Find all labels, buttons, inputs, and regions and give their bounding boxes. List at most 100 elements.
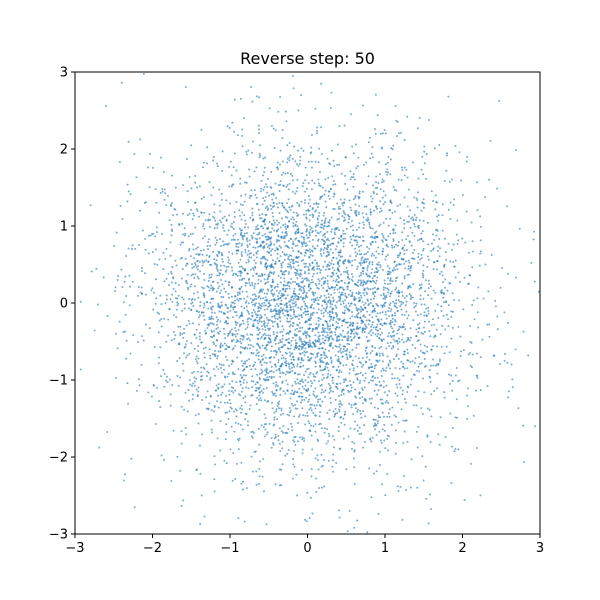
scatter-point bbox=[302, 311, 305, 314]
scatter-point bbox=[427, 258, 430, 261]
scatter-point bbox=[376, 276, 379, 279]
scatter-point bbox=[235, 409, 238, 412]
scatter-point bbox=[288, 182, 291, 185]
scatter-point bbox=[137, 244, 140, 247]
scatter-point bbox=[320, 383, 323, 386]
scatter-point bbox=[469, 462, 472, 465]
scatter-point bbox=[230, 295, 233, 298]
scatter-point bbox=[311, 250, 314, 253]
scatter-point bbox=[242, 381, 245, 384]
scatter-point bbox=[230, 363, 233, 366]
scatter-point bbox=[294, 380, 297, 383]
scatter-point bbox=[260, 187, 263, 190]
scatter-point bbox=[284, 343, 287, 346]
scatter-point bbox=[330, 315, 333, 318]
scatter-point bbox=[418, 370, 421, 373]
scatter-point bbox=[320, 238, 323, 241]
scatter-point bbox=[270, 271, 273, 274]
scatter-point bbox=[264, 223, 267, 226]
scatter-point bbox=[384, 163, 387, 166]
scatter-point bbox=[304, 302, 307, 305]
scatter-point bbox=[274, 317, 277, 320]
scatter-point bbox=[423, 344, 426, 347]
scatter-point bbox=[323, 247, 326, 250]
scatter-point bbox=[147, 234, 150, 237]
scatter-point bbox=[237, 368, 240, 371]
scatter-point bbox=[329, 390, 332, 393]
scatter-point bbox=[270, 264, 273, 267]
scatter-point bbox=[323, 431, 326, 434]
scatter-point bbox=[124, 275, 127, 278]
scatter-point bbox=[262, 354, 265, 357]
scatter-point bbox=[259, 154, 262, 157]
scatter-point bbox=[244, 395, 247, 398]
scatter-point bbox=[96, 303, 99, 306]
scatter-point bbox=[304, 310, 307, 313]
scatter-point bbox=[281, 345, 284, 348]
scatter-point bbox=[257, 354, 260, 357]
scatter-point bbox=[398, 340, 401, 343]
scatter-point bbox=[296, 268, 299, 271]
scatter-point bbox=[252, 232, 255, 235]
scatter-point bbox=[245, 153, 248, 156]
scatter-point bbox=[338, 408, 341, 411]
scatter-point bbox=[321, 347, 324, 350]
scatter-point bbox=[426, 221, 429, 224]
scatter-point bbox=[283, 273, 286, 276]
scatter-point bbox=[158, 258, 161, 261]
scatter-point bbox=[248, 243, 251, 246]
scatter-point bbox=[328, 313, 331, 316]
scatter-point bbox=[119, 205, 122, 208]
scatter-point bbox=[249, 404, 252, 407]
scatter-point bbox=[226, 125, 229, 128]
scatter-point bbox=[202, 166, 205, 169]
scatter-point bbox=[361, 374, 364, 377]
scatter-point bbox=[383, 391, 386, 394]
scatter-point bbox=[205, 254, 208, 257]
scatter-point bbox=[426, 265, 429, 268]
scatter-point bbox=[364, 377, 367, 380]
scatter-point bbox=[298, 162, 301, 165]
scatter-point bbox=[295, 190, 298, 193]
scatter-point bbox=[290, 218, 293, 221]
scatter-point bbox=[235, 245, 238, 248]
scatter-point bbox=[434, 194, 437, 197]
scatter-point bbox=[293, 465, 296, 468]
scatter-point bbox=[280, 235, 283, 238]
scatter-point bbox=[342, 288, 345, 291]
scatter-point bbox=[326, 250, 329, 253]
scatter-point bbox=[351, 315, 354, 318]
scatter-point bbox=[209, 321, 212, 324]
scatter-point bbox=[423, 311, 426, 314]
scatter-point bbox=[401, 294, 404, 297]
scatter-point bbox=[288, 363, 291, 366]
scatter-point bbox=[332, 453, 335, 456]
scatter-point bbox=[230, 386, 233, 389]
scatter-point bbox=[326, 324, 329, 327]
scatter-point bbox=[220, 310, 223, 313]
scatter-point bbox=[350, 406, 353, 409]
scatter-point bbox=[183, 331, 186, 334]
scatter-point bbox=[194, 263, 197, 266]
scatter-point bbox=[337, 426, 340, 429]
scatter-point bbox=[364, 316, 367, 319]
scatter-point bbox=[377, 416, 380, 419]
scatter-point bbox=[298, 336, 301, 339]
scatter-point bbox=[320, 427, 323, 430]
scatter-point bbox=[308, 219, 311, 222]
scatter-point bbox=[364, 441, 367, 444]
scatter-point bbox=[378, 354, 381, 357]
scatter-point bbox=[357, 327, 360, 330]
scatter-point bbox=[186, 262, 189, 265]
scatter-point bbox=[233, 152, 236, 155]
scatter-point bbox=[201, 237, 204, 240]
scatter-point bbox=[123, 280, 126, 283]
scatter-point bbox=[410, 244, 413, 247]
scatter-point bbox=[295, 220, 298, 223]
scatter-point bbox=[141, 229, 144, 232]
scatter-point bbox=[370, 254, 373, 257]
scatter-point bbox=[281, 231, 284, 234]
scatter-point bbox=[278, 211, 281, 214]
scatter-point bbox=[209, 263, 212, 266]
scatter-point bbox=[291, 356, 294, 359]
